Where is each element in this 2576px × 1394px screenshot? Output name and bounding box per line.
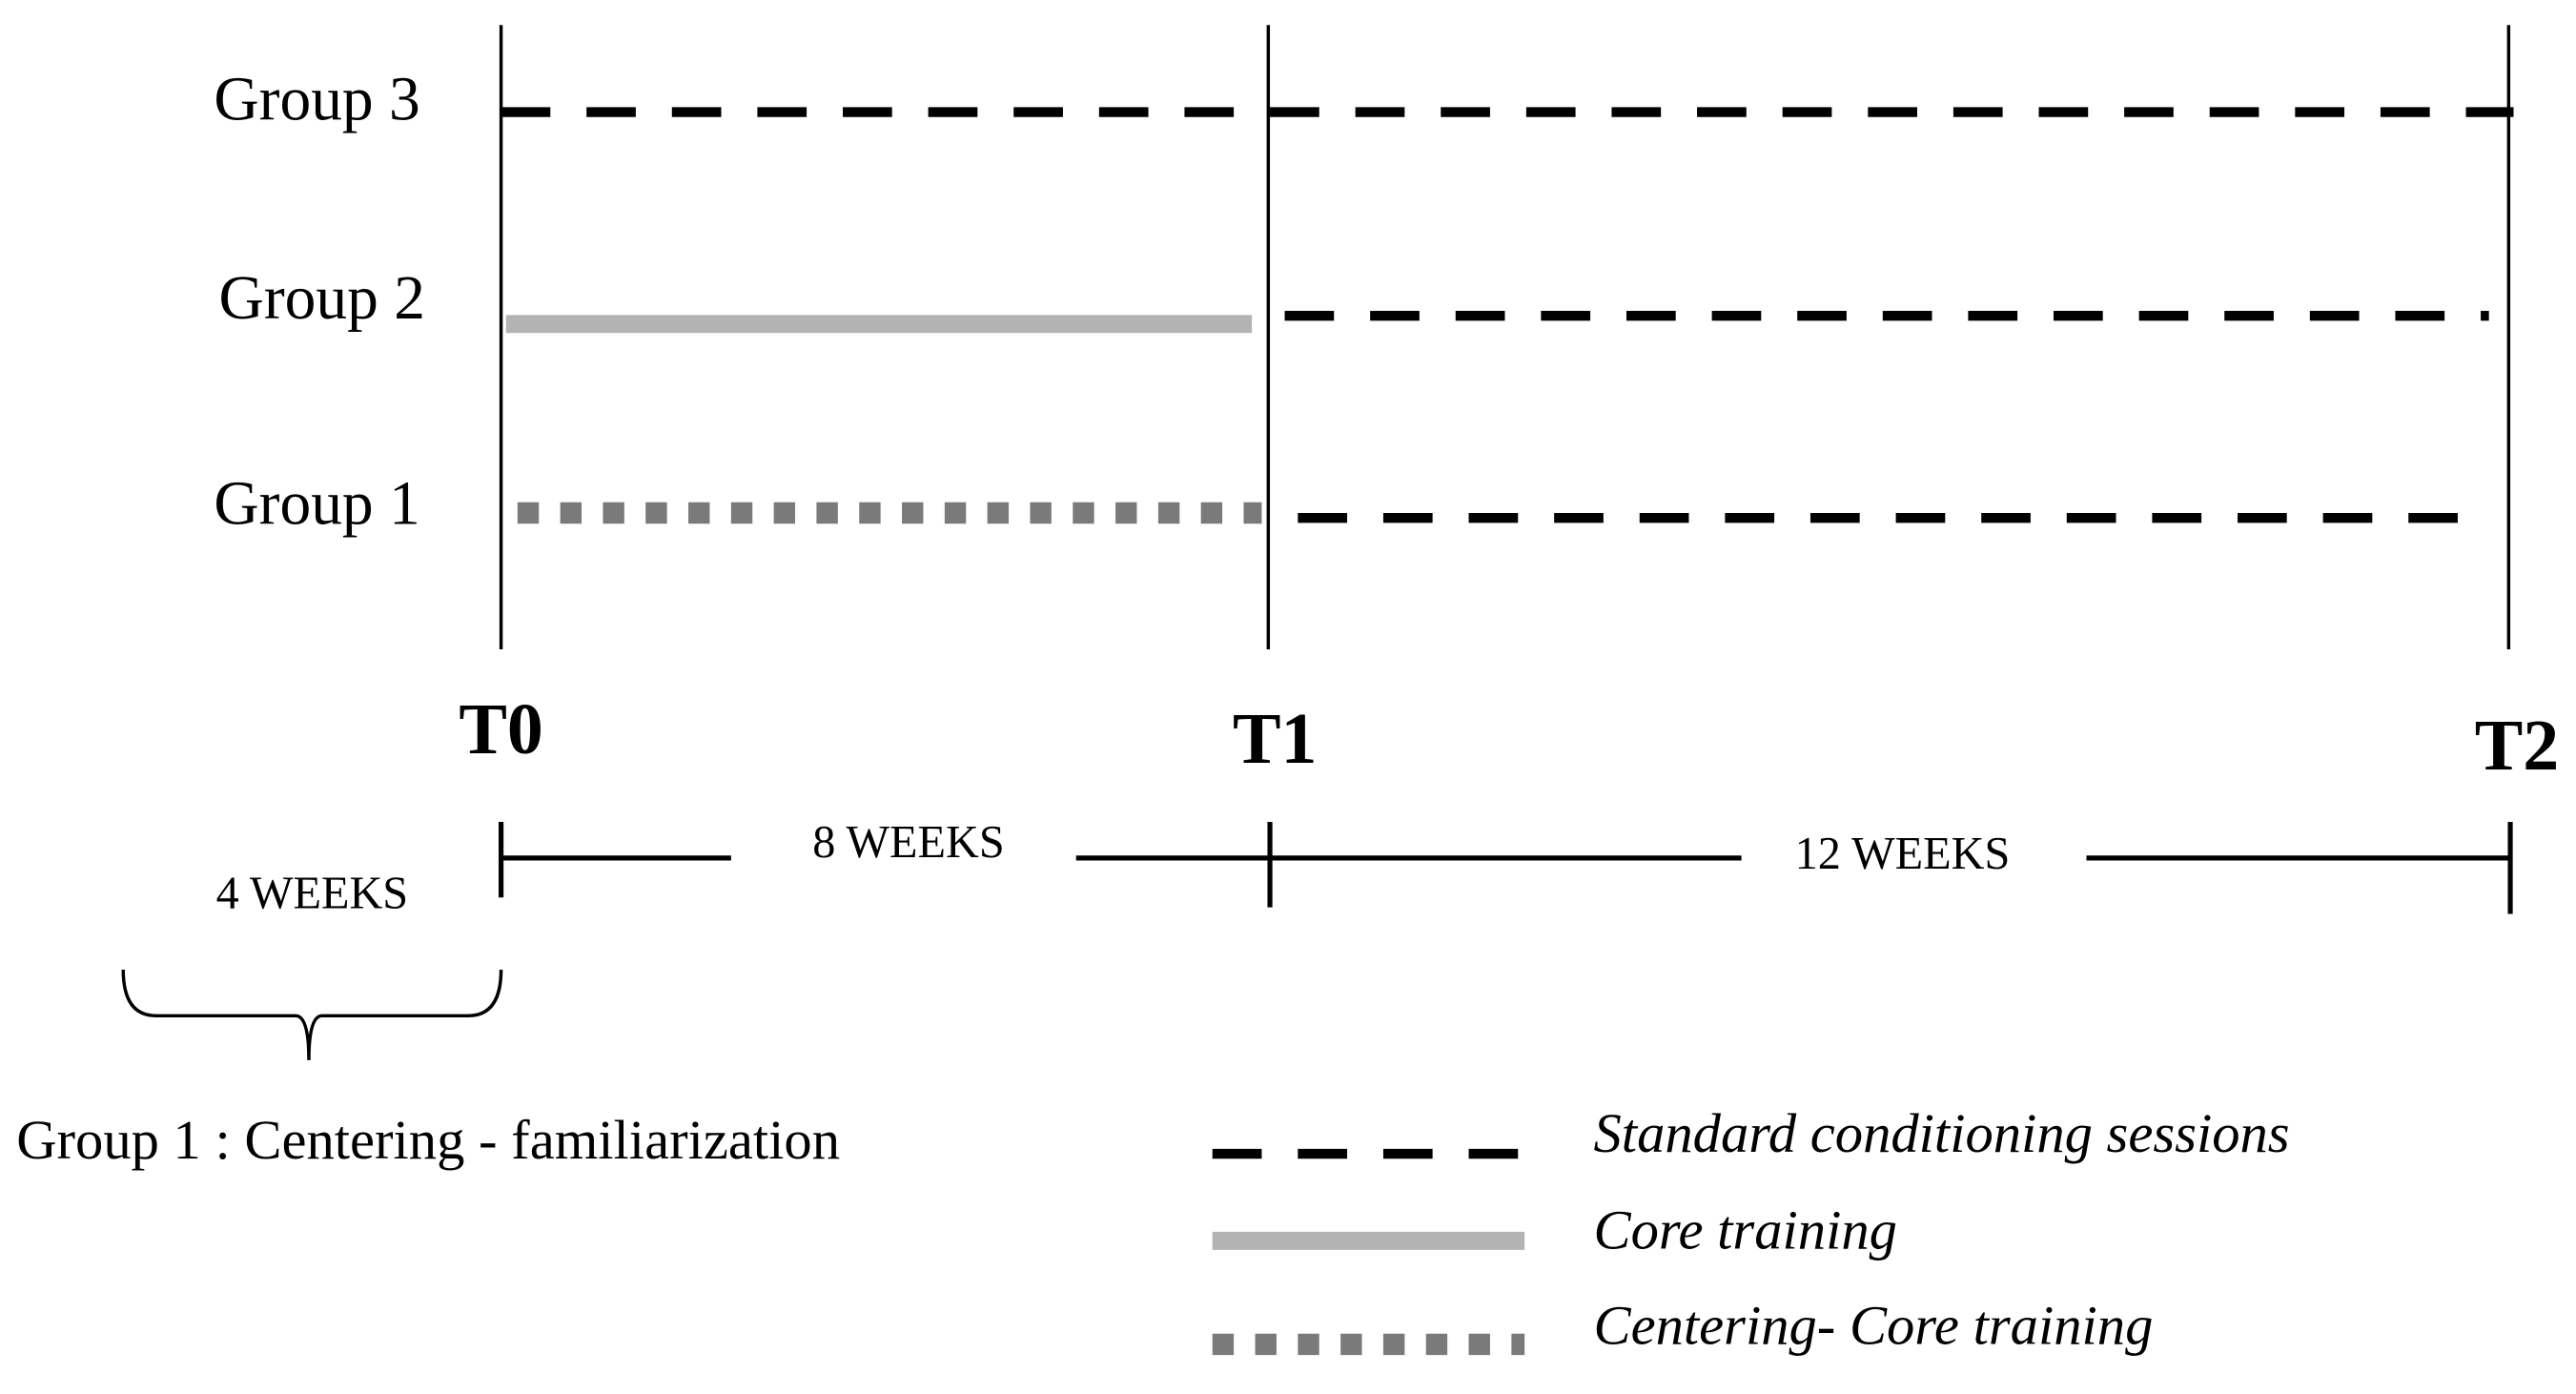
duration-label: 4 WEEKS [216, 868, 408, 918]
time-point: T1 [1233, 699, 1317, 779]
group-label: Group 3 [214, 66, 419, 134]
group-label: Group 2 [219, 264, 425, 333]
note: Group 1 : Centering - familiarization [16, 1109, 840, 1171]
time-point: T2 [2475, 706, 2559, 786]
duration-label: 8 WEEKS [812, 817, 1004, 868]
brace [121, 970, 503, 1060]
legend-label: Standard conditioning sessions [1594, 1102, 2290, 1164]
group-label: Group 1 [214, 470, 419, 539]
legend-label: Core training [1594, 1199, 1897, 1261]
time-point: T0 [459, 689, 542, 769]
duration-label: 12 WEEKS [1795, 829, 2011, 879]
legend-label: Centering- Core training [1594, 1295, 2154, 1357]
